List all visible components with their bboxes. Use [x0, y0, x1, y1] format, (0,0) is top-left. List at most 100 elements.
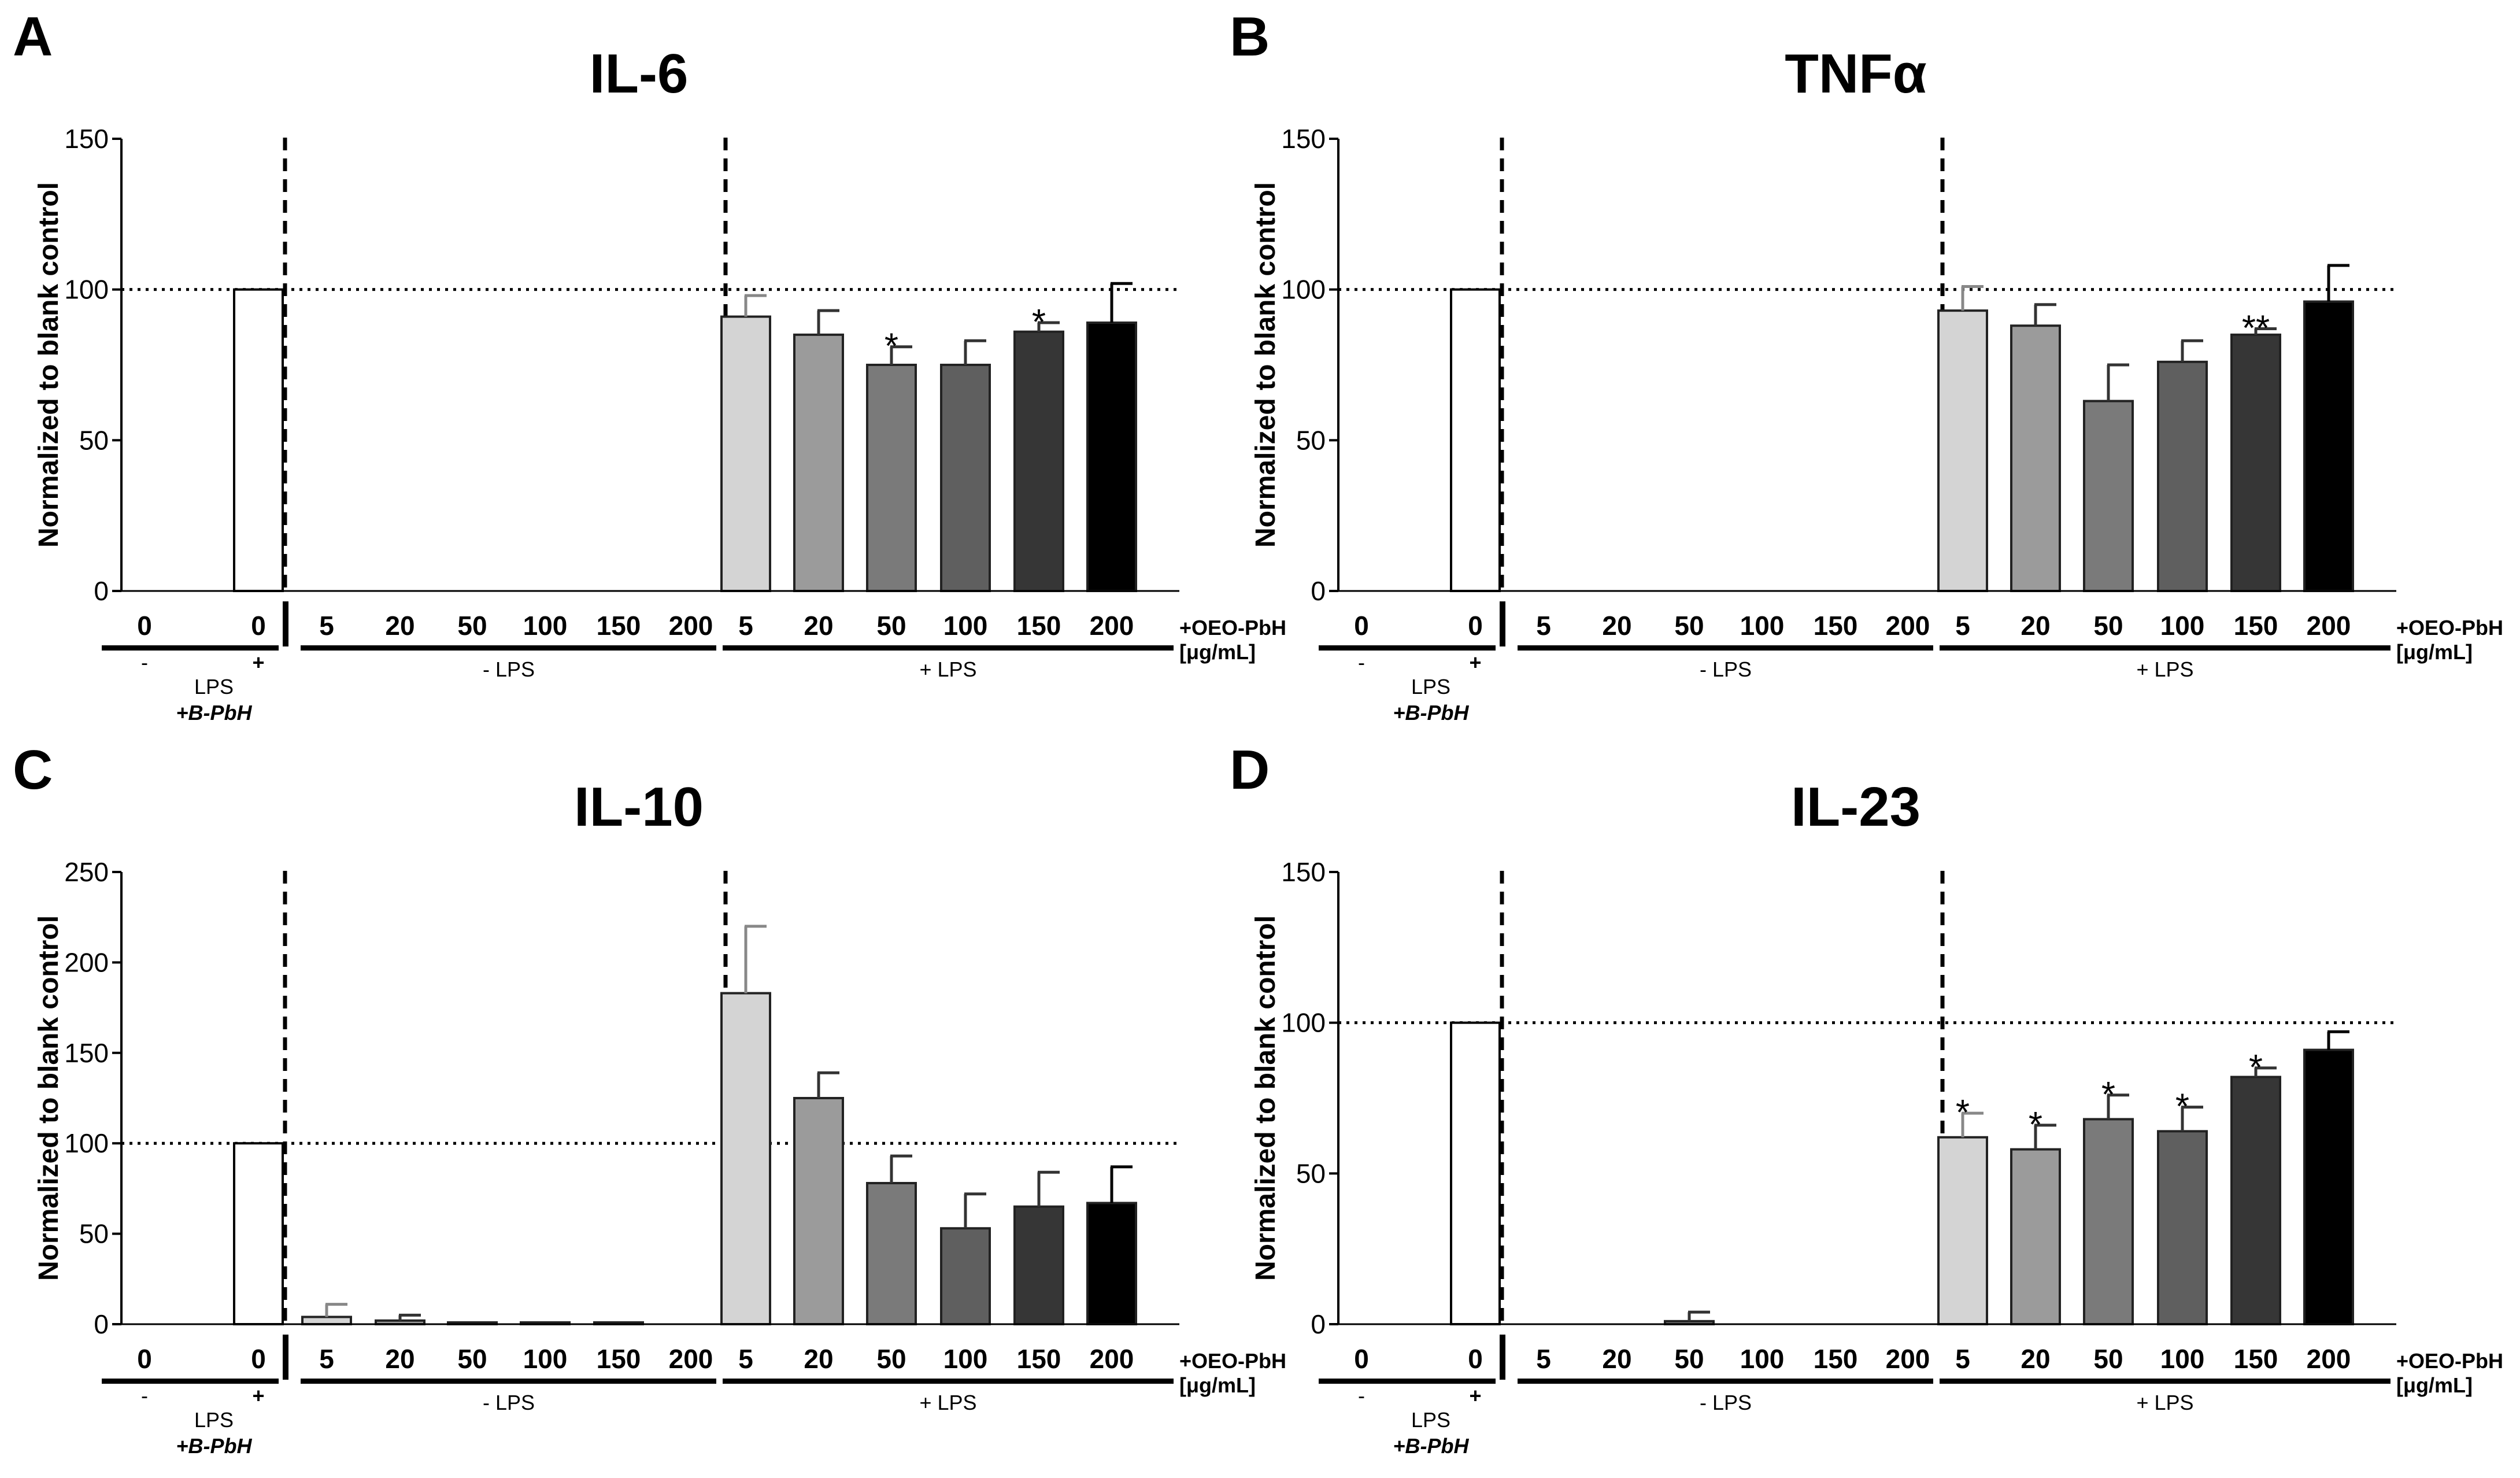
- x-tick-label: 0: [1468, 1344, 1483, 1374]
- x-tick-label: 50: [457, 1344, 487, 1374]
- ctrl-minus: -: [1358, 651, 1365, 674]
- bar: [1450, 288, 1501, 592]
- x-tick-label: 50: [1674, 611, 1704, 641]
- bar: [720, 315, 771, 592]
- treatment-label: +OEO-PbH: [1179, 1349, 1286, 1373]
- y-tick-label: 150: [64, 1038, 109, 1068]
- x-tick-label: 100: [523, 1344, 568, 1374]
- ctrl-lps-label: LPS: [194, 675, 234, 699]
- x-tick-label: 0: [1468, 611, 1483, 641]
- y-tick-label: 50: [1296, 1158, 1326, 1188]
- chart-title: IL-23: [1791, 776, 1920, 838]
- minus-lps-underline: [1518, 1379, 1933, 1384]
- control-divider: [283, 601, 288, 646]
- bar: [1013, 1205, 1064, 1325]
- y-tick-label: 50: [79, 425, 109, 455]
- x-tick-label: 100: [2160, 1344, 2205, 1374]
- x-tick-label: 200: [669, 1344, 713, 1374]
- significance-star: *: [2249, 1048, 2263, 1088]
- x-tick-label: 20: [1602, 1344, 1631, 1374]
- unit-label: [μg/mL]: [1179, 1373, 1256, 1397]
- unit-label: [μg/mL]: [2396, 640, 2473, 664]
- group-label-minus-lps: - LPS: [1700, 657, 1752, 681]
- ctrl-minus: -: [141, 1384, 148, 1407]
- x-tick-label: 5: [319, 611, 334, 641]
- x-tick-label: 150: [597, 611, 641, 641]
- y-tick-label: 150: [1281, 857, 1326, 887]
- x-tick-label: 200: [2307, 1344, 2351, 1374]
- minus-lps-underline: [301, 1379, 716, 1384]
- y-tick-label: 150: [1281, 124, 1326, 154]
- treatment-label: +OEO-PbH: [1179, 616, 1286, 640]
- x-tick-label: 50: [2093, 1344, 2123, 1374]
- ctrl-lps-label: LPS: [1411, 1408, 1450, 1432]
- x-tick-label: 150: [2234, 1344, 2278, 1374]
- minus-lps-underline: [1518, 645, 1933, 651]
- bar: [1937, 1136, 1988, 1325]
- ctrl-plus: +: [1469, 651, 1481, 674]
- x-tick-label: 200: [1886, 611, 1930, 641]
- y-axis-label: Normalized to blank control: [34, 915, 64, 1281]
- x-tick-label: 20: [2021, 611, 2050, 641]
- x-tick-label: 5: [738, 1344, 753, 1374]
- chart-title: TNFα: [1785, 43, 1927, 105]
- control-underline: [102, 645, 279, 651]
- x-tick-label: 100: [1740, 1344, 1785, 1374]
- ctrl-bpbh-label: +B-PbH: [1393, 1434, 1469, 1458]
- y-tick-label: 0: [1311, 1309, 1326, 1339]
- plus-lps-underline: [723, 645, 1174, 651]
- x-tick-label: 20: [385, 611, 415, 641]
- ctrl-bpbh-label: +B-PbH: [176, 1434, 252, 1458]
- x-tick-label: 200: [669, 611, 713, 641]
- x-tick-label: 50: [2093, 611, 2123, 641]
- x-tick-label: 100: [1740, 611, 1785, 641]
- bar: [233, 1142, 284, 1325]
- y-tick-label: 200: [64, 947, 109, 977]
- x-tick-label: 150: [597, 1344, 641, 1374]
- unit-label: [μg/mL]: [2396, 1373, 2473, 1397]
- bar: [2303, 1048, 2354, 1325]
- control-divider: [1500, 601, 1505, 646]
- x-tick-label: 0: [1354, 1344, 1369, 1374]
- group-label-plus-lps: + LPS: [2136, 1391, 2193, 1414]
- y-tick-label: 50: [1296, 425, 1326, 455]
- x-tick-label: 150: [1017, 611, 1061, 641]
- panel-letter: B: [1230, 6, 1270, 68]
- y-tick-label: 0: [94, 576, 109, 606]
- x-tick-label: 100: [943, 1344, 988, 1374]
- panel-letter: A: [13, 6, 53, 68]
- chart-title: IL-10: [574, 776, 704, 838]
- x-tick-label: 5: [1955, 1344, 1970, 1374]
- x-tick-label: 5: [1955, 611, 1970, 641]
- bar: [2303, 300, 2354, 593]
- minus-lps-underline: [301, 645, 716, 651]
- x-tick-label: 0: [251, 611, 266, 641]
- x-tick-label: 200: [1090, 1344, 1134, 1374]
- bar: [233, 288, 284, 592]
- x-tick-label: 20: [2021, 1344, 2050, 1374]
- ctrl-lps-label: LPS: [1411, 675, 1450, 699]
- y-tick-label: 150: [64, 124, 109, 154]
- bar: [301, 1316, 352, 1325]
- y-tick-label: 100: [1281, 275, 1326, 305]
- significance-star: *: [1032, 302, 1046, 342]
- bar: [866, 364, 917, 592]
- significance-star: *: [1956, 1093, 1970, 1133]
- bar: [2230, 333, 2281, 592]
- significance-star: *: [885, 327, 898, 367]
- significance-star: **: [2242, 308, 2270, 348]
- x-tick-label: 100: [2160, 611, 2205, 641]
- x-tick-label: 150: [2234, 611, 2278, 641]
- ctrl-lps-label: LPS: [194, 1408, 234, 1432]
- x-tick-label: 5: [1536, 1344, 1551, 1374]
- bar: [2010, 324, 2061, 593]
- bar: [866, 1182, 917, 1325]
- x-tick-label: 20: [804, 1344, 833, 1374]
- group-label-minus-lps: - LPS: [1700, 1391, 1752, 1414]
- control-underline: [102, 1379, 279, 1384]
- x-tick-label: 5: [1536, 611, 1551, 641]
- group-label-minus-lps: - LPS: [483, 1391, 535, 1414]
